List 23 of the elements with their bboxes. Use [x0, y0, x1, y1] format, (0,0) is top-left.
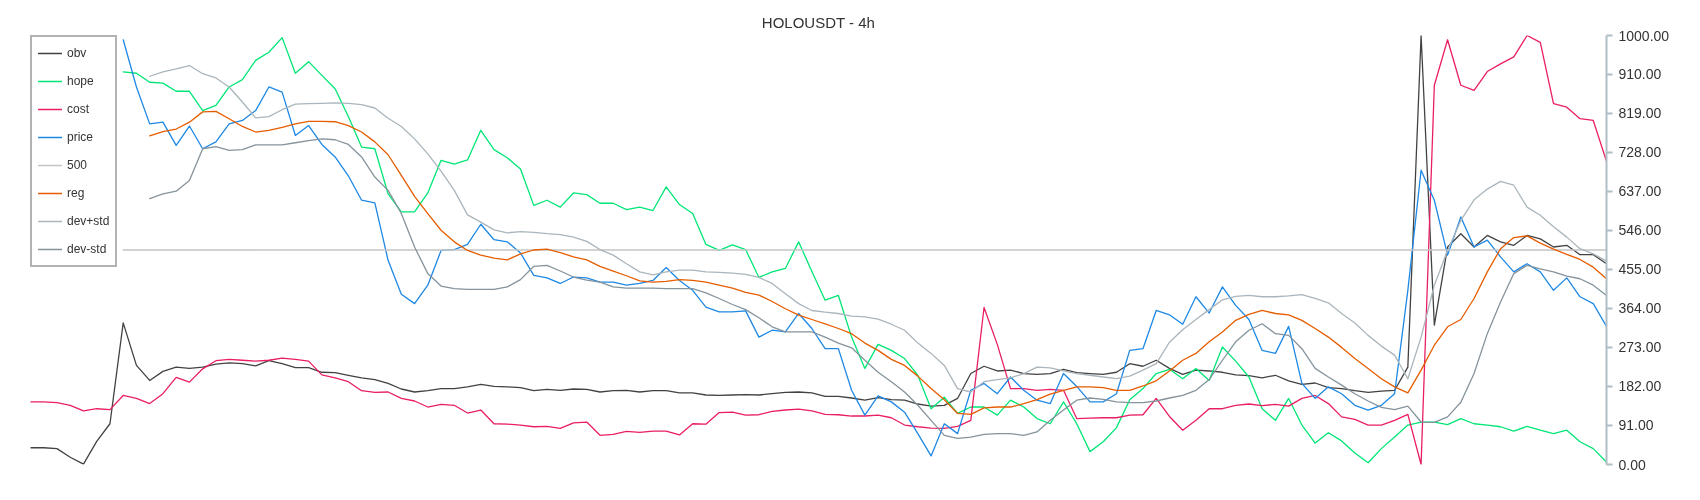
chart-title: HOLOUSDT - 4h [761, 13, 875, 31]
y-tick-label: 728.00 [1618, 144, 1662, 161]
legend-label: dev+std [67, 213, 110, 230]
y-tick-label: 91.00 [1618, 417, 1654, 434]
legend-label: dev-std [67, 241, 107, 258]
y-tick-label: 546.00 [1618, 222, 1662, 239]
legend-label: hope [67, 73, 94, 90]
line-series [149, 138, 1607, 439]
line-series [149, 110, 1607, 415]
legend-label: obv [67, 45, 87, 62]
legend-label: cost [67, 101, 90, 118]
y-tick-label: 910.00 [1618, 66, 1662, 83]
y-tick-label: 273.00 [1618, 339, 1662, 356]
y-tick-label: 637.00 [1618, 183, 1662, 200]
legend-label: reg [67, 185, 86, 202]
legend-label: price [67, 129, 94, 146]
legend-label: 500 [67, 157, 88, 174]
y-tick-label: 182.00 [1618, 378, 1662, 395]
y-tick-label: 364.00 [1618, 300, 1662, 317]
y-tick-label: 455.00 [1618, 261, 1662, 278]
y-tick-label: 0.00 [1618, 456, 1646, 473]
y-tick-label: 1000.00 [1618, 27, 1670, 44]
y-tick-label: 819.00 [1618, 105, 1662, 122]
